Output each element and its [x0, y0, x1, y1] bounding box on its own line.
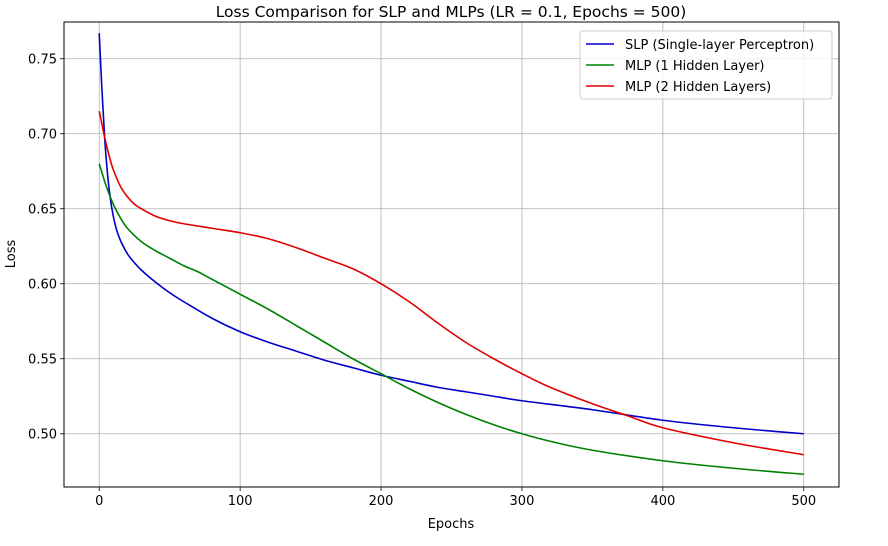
- series-line-3: [98, 111, 804, 456]
- plot-lines: [98, 33, 804, 476]
- y-tick-label: 0.50: [28, 427, 57, 442]
- series-line-2: [98, 163, 804, 476]
- x-tick-label: 400: [650, 494, 675, 509]
- y-tick-label: 0.70: [28, 127, 57, 142]
- x-tick-label: 200: [369, 494, 394, 509]
- y-tick-label: 0.75: [28, 52, 57, 67]
- legend-label-1: SLP (Single-layer Perceptron): [625, 38, 814, 53]
- y-axis-label: Loss: [4, 240, 19, 269]
- legend-label-2: MLP (1 Hidden Layer): [625, 59, 764, 74]
- chart-title: Loss Comparison for SLP and MLPs (LR = 0…: [216, 3, 687, 21]
- legend-label-3: MLP (2 Hidden Layers): [625, 80, 771, 95]
- y-tick-label: 0.60: [28, 277, 57, 292]
- legend-items: SLP (Single-layer Perceptron) MLP (1 Hidd…: [586, 38, 814, 95]
- x-tick-label: 300: [510, 494, 535, 509]
- y-tick-label: 0.65: [28, 202, 57, 217]
- x-tick-label: 500: [791, 494, 816, 509]
- y-tick-label: 0.55: [28, 352, 57, 367]
- x-axis-label: Epochs: [428, 517, 475, 532]
- legend-box: [579, 30, 833, 100]
- x-tick-label: 100: [228, 494, 253, 509]
- x-tick-label: 0: [95, 494, 103, 509]
- axis-ticks: 0 100 200 300 400 500 0.50 0.55 0.60 0.65 0.70 0.75: [28, 52, 816, 509]
- plot-area-frame: [63, 21, 840, 488]
- legend: SLP (Single-layer Perceptron) MLP (1 Hidd…: [579, 30, 833, 100]
- series-line-1: [98, 33, 804, 435]
